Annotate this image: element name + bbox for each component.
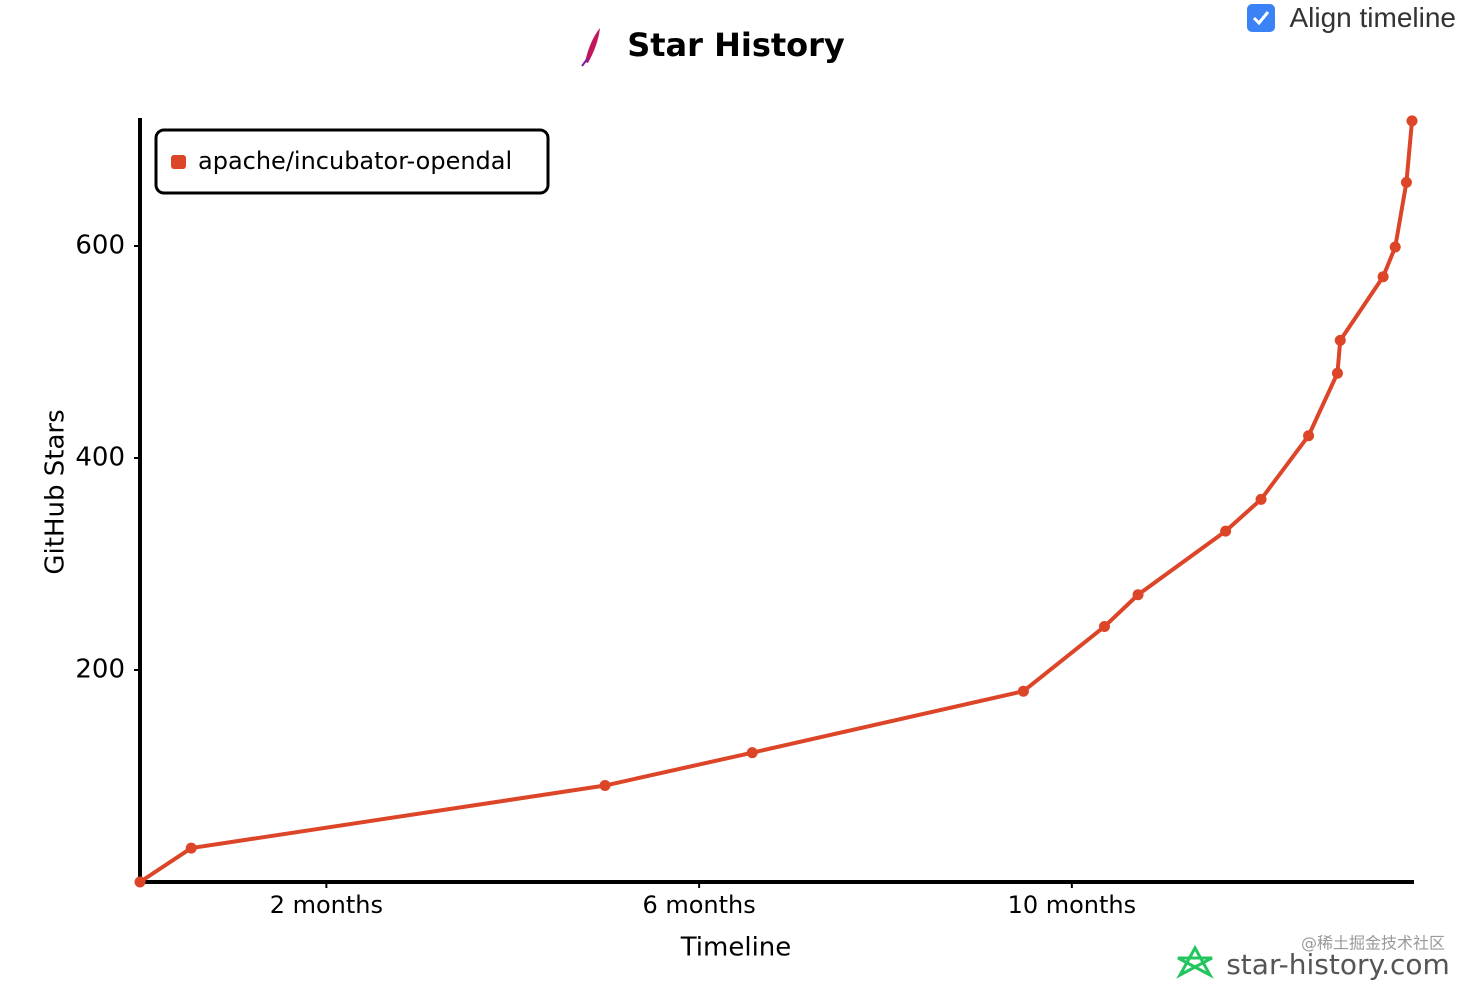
data-point (1389, 241, 1401, 253)
data-point (1377, 271, 1389, 283)
checkbox[interactable] (1247, 4, 1276, 32)
y-tick-label: 400 (75, 443, 125, 473)
data-point (599, 780, 611, 792)
legend-box (154, 128, 550, 195)
data-point (1017, 685, 1029, 697)
credit: @稀土掘金技术社区 (1301, 934, 1445, 953)
y-tick-label: 600 (75, 231, 125, 261)
x-tick-label: 6 months (642, 891, 755, 919)
data-point (1220, 525, 1232, 537)
x-tick-label: 2 months (270, 891, 383, 919)
data-point (1303, 430, 1315, 442)
data-point (1406, 115, 1418, 127)
data-point (134, 876, 146, 888)
series-line (138, 120, 1414, 884)
data-point (746, 747, 758, 759)
data-point (1331, 367, 1343, 379)
x-axis-label: Timeline (680, 933, 792, 963)
y-tick-label: 200 (75, 655, 125, 685)
watermark: star-history.com (1226, 948, 1450, 981)
chart-title: Star History (627, 26, 845, 64)
align-timeline-control[interactable]: Align timeline (1247, 2, 1456, 34)
data-point (1098, 621, 1110, 633)
y-axis-label: GitHub Stars (41, 409, 71, 574)
legend-swatch (171, 155, 186, 169)
feather-icon (585, 28, 600, 63)
check-icon (1253, 11, 1270, 26)
feather-stem (581, 57, 589, 67)
checkbox-label[interactable]: Align timeline (1289, 2, 1456, 33)
x-tick-label: 10 months (1008, 891, 1137, 919)
data-point (1132, 589, 1144, 601)
legend-label: apache/incubator-opendal (198, 147, 512, 175)
data-point (185, 842, 197, 854)
data-point (1334, 334, 1346, 346)
data-point (1255, 493, 1267, 505)
data-point (1400, 176, 1412, 188)
star-logo (1176, 944, 1214, 979)
